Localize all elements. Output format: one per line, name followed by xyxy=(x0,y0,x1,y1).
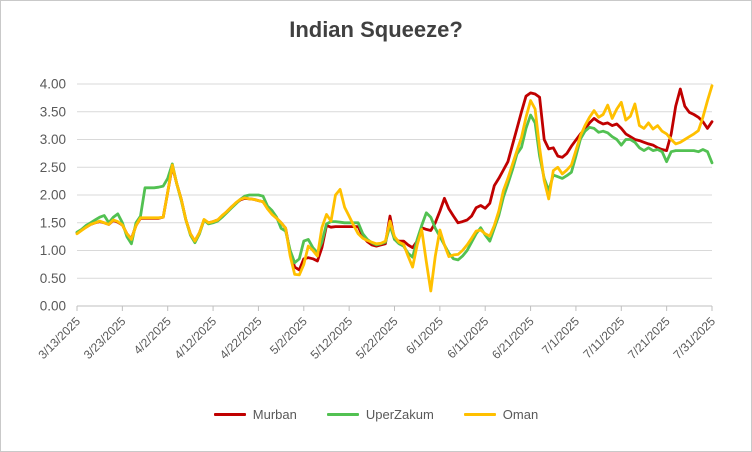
murban-line-swatch xyxy=(213,412,246,417)
legend: Murban UperZakum Oman xyxy=(1,407,751,422)
x-axis-label: 5/2/2025 xyxy=(267,314,310,357)
x-axis-label: 4/2/2025 xyxy=(131,314,174,357)
x-axis-label: 7/11/2025 xyxy=(580,314,627,361)
x-axis-label: 6/1/2025 xyxy=(403,314,446,357)
uperzakum-line[interactable] xyxy=(75,113,714,265)
x-axis-label: 4/22/2025 xyxy=(217,314,265,362)
uperzakum-legend-label: UperZakum xyxy=(365,407,434,422)
legend-item-murban[interactable]: Murban xyxy=(213,407,297,422)
x-axis-label: 7/1/2025 xyxy=(539,314,582,357)
y-axis-label: 4.00 xyxy=(40,77,66,92)
murban-line[interactable] xyxy=(75,87,714,272)
x-axis-label: 6/21/2025 xyxy=(489,314,537,362)
x-axis-label: 5/22/2025 xyxy=(353,314,401,362)
y-axis-label: 0.50 xyxy=(40,271,66,286)
oman-legend-label: Oman xyxy=(502,407,539,422)
murban-legend-label: Murban xyxy=(252,407,297,422)
y-axis-label: 3.50 xyxy=(40,104,66,119)
x-axis-label: 7/31/2025 xyxy=(670,314,718,362)
oman-line[interactable] xyxy=(75,84,714,293)
y-axis-label: 1.50 xyxy=(40,215,66,230)
x-axis-label: 6/11/2025 xyxy=(444,314,491,361)
x-axis-label: 4/12/2025 xyxy=(172,314,220,362)
legend-item-oman[interactable]: Oman xyxy=(463,407,539,422)
y-axis-label: 1.00 xyxy=(40,243,66,258)
chart-title: Indian Squeeze? xyxy=(289,17,463,42)
uperzakum-line-swatch xyxy=(326,412,359,417)
oman-line-swatch xyxy=(463,412,496,417)
y-axis-label: 3.00 xyxy=(40,132,66,147)
x-axis-label: 3/13/2025 xyxy=(35,314,83,362)
legend-item-uperzakum[interactable]: UperZakum xyxy=(326,407,434,422)
x-axis-label: 3/23/2025 xyxy=(81,314,129,362)
x-axis-label: 5/12/2025 xyxy=(308,314,356,362)
y-axis-label: 0.00 xyxy=(40,299,66,314)
y-axis-label: 2.00 xyxy=(40,188,66,203)
y-axis-label: 2.50 xyxy=(40,160,66,175)
x-axis-label: 7/21/2025 xyxy=(625,314,673,362)
